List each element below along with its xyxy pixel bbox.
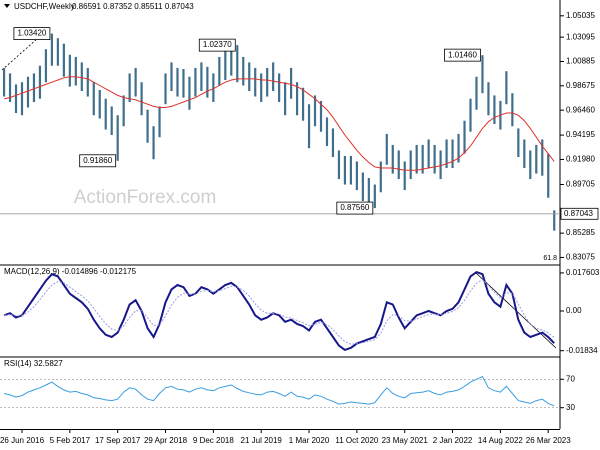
annotation-box xyxy=(79,154,117,168)
x-tick-label: 9 Dec 2018 xyxy=(193,436,234,445)
annotation-label: 1.01460 xyxy=(448,50,477,59)
y-tick-label: 0.96460 xyxy=(566,105,595,114)
x-tick-label: 11 Oct 2020 xyxy=(335,436,379,445)
y-tick-label: 0.89705 xyxy=(566,180,595,189)
y-tick-label: 1.05035 xyxy=(566,11,595,20)
chart-title: USDCHF,Weekly xyxy=(14,2,75,11)
x-tick-label: 14 Aug 2022 xyxy=(478,436,523,445)
dropdown-icon xyxy=(4,4,10,8)
x-tick-label: 1 Mar 2020 xyxy=(289,436,330,445)
signal-line xyxy=(4,278,555,345)
annotation-label: 1.02370 xyxy=(203,40,232,49)
annotation-label: 0.87560 xyxy=(340,203,369,212)
x-tick-label: 21 Jul 2019 xyxy=(241,436,283,445)
x-tick-label: 29 Apr 2018 xyxy=(144,436,188,445)
x-tick-label: 26 Mar 2023 xyxy=(526,436,571,445)
x-tick-label: 17 Sep 2017 xyxy=(95,436,141,445)
x-tick-label: 5 Feb 2017 xyxy=(50,436,91,445)
macd-line xyxy=(3,270,555,352)
watermark: ActionForex.com xyxy=(74,187,217,208)
frame xyxy=(0,0,561,430)
ohlc-info: 0.86591 0.87352 0.85511 0.87043 xyxy=(72,2,194,11)
x-tick-label: 2 Jan 2022 xyxy=(433,436,473,445)
x-tick-label: 26 Jun 2016 xyxy=(0,436,45,445)
y-tick-label: 0.91980 xyxy=(566,155,595,164)
last-price-label: 0.87043 xyxy=(564,209,593,218)
annotation-label: 0.91860 xyxy=(83,156,112,165)
macd-title: MACD(12,26,9) -0.014896 -0.012175 xyxy=(4,267,137,276)
fib-note: 61.8 xyxy=(543,255,557,262)
y-tick-label: 0.85285 xyxy=(566,228,595,237)
trendline xyxy=(1,37,39,71)
y-tick-label: 70 xyxy=(566,374,575,383)
y-tick-label: 1.00885 xyxy=(566,57,595,66)
y-tick-label: 0.83075 xyxy=(566,253,595,262)
annotation-box xyxy=(198,38,236,52)
rsi-line xyxy=(3,375,555,407)
moving-average xyxy=(4,76,555,171)
annotation-label: 1.03420 xyxy=(17,29,46,38)
y-tick-label: 0.94195 xyxy=(566,130,595,139)
last-price-box xyxy=(560,207,599,220)
rsi-title: RSI(14) 32.5827 xyxy=(4,359,63,368)
y-tick-label: -0.01834 xyxy=(566,346,598,355)
y-tick-label: 1.03095 xyxy=(566,32,595,41)
y-tick-label: 0.00 xyxy=(566,306,582,315)
annotation-box xyxy=(13,27,51,40)
y-tick-label: 30 xyxy=(566,403,575,412)
y-tick-label: 0.98675 xyxy=(566,81,595,90)
annotation-box xyxy=(336,201,374,215)
annotation-box xyxy=(444,48,481,62)
x-tick-label: 23 May 2021 xyxy=(382,436,429,445)
y-tick-label: 0.017603 xyxy=(566,268,600,277)
